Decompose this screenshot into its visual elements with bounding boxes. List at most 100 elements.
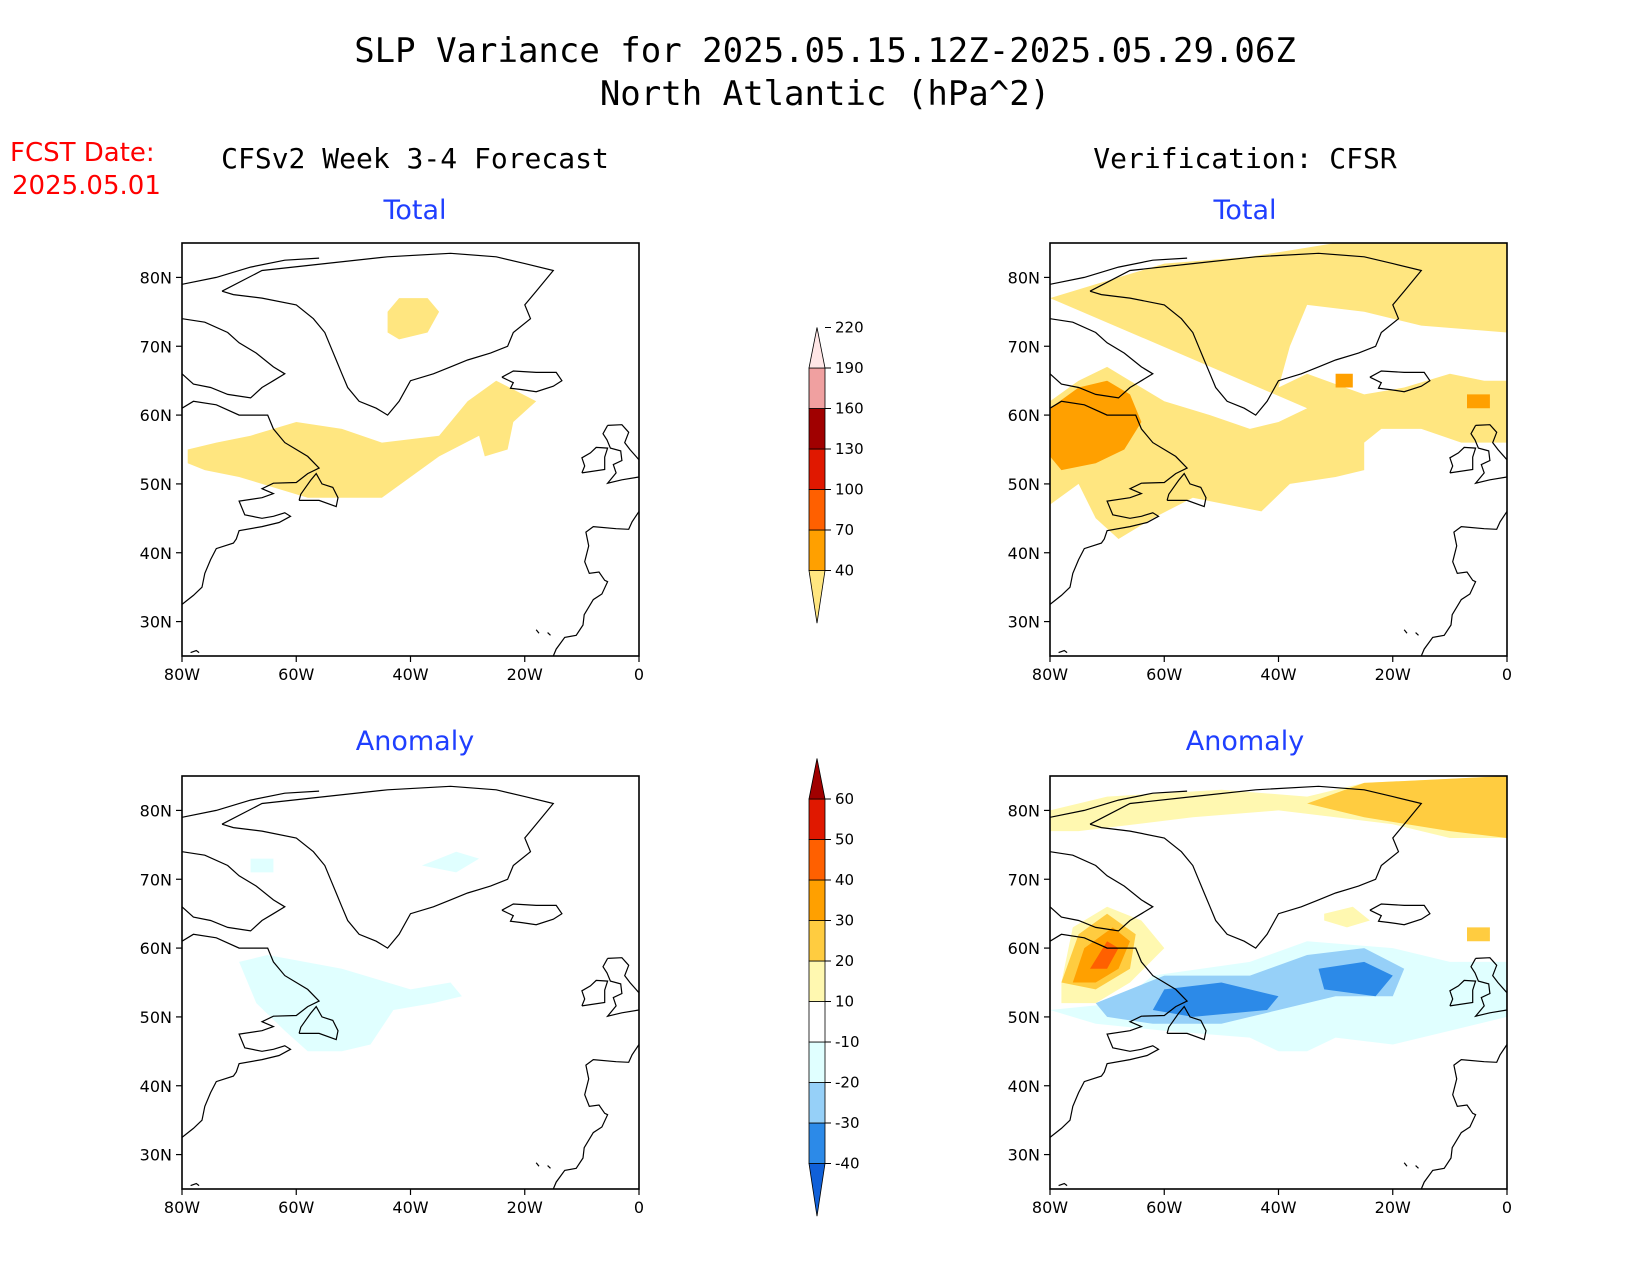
shaded-region (1335, 373, 1353, 388)
colorbar-segment (808, 879, 826, 921)
coastline (182, 851, 286, 932)
coastline (552, 1044, 639, 1189)
colorbar-segment (808, 367, 826, 409)
colorbar-anomaly: -40 -30 -20 -10 10 20 30 40 50 60 (808, 758, 860, 1217)
lat-tick-label: 70N (140, 870, 172, 889)
lat-tick-label: 80N (1008, 268, 1040, 287)
coastline (1050, 318, 1154, 399)
lat-tick-label: 60N (140, 939, 172, 958)
lat-tick-label: 70N (1008, 337, 1040, 356)
lon-tick-label: 20W (507, 665, 543, 684)
coastline (1470, 957, 1507, 1018)
coastline (1050, 400, 1189, 605)
colorbar-label: -40 (835, 1155, 860, 1173)
coastline (1420, 1044, 1507, 1189)
lon-tick-label: 60W (278, 1198, 314, 1217)
coastline (182, 318, 286, 399)
colorbar-label: 70 (835, 521, 854, 539)
coastline (298, 1005, 339, 1041)
coastline (1420, 511, 1507, 656)
coastline (1058, 1182, 1068, 1187)
lon-tick-label: 80W (164, 1198, 200, 1217)
map-panel-verification-anomaly: 80W 60W 40W 20W 0 80N 70N 60N 50N 40N 30N (1008, 775, 1512, 1217)
panel-title-fcst-anomaly: Anomaly (356, 726, 474, 757)
lon-tick-label: 40W (1260, 665, 1296, 684)
lon-tick-label: 20W (1375, 1198, 1411, 1217)
colorbar-label: 160 (835, 400, 864, 418)
coastline (1403, 1162, 1408, 1167)
colorbar-total: 40 70 100 130 160 190 220 (808, 319, 864, 624)
lon-tick-label: 60W (1146, 665, 1182, 684)
lon-tick-label: 60W (278, 665, 314, 684)
shaded-region (1050, 243, 1507, 539)
lat-tick-label: 70N (140, 337, 172, 356)
coastline (1089, 252, 1423, 416)
lon-tick-label: 40W (392, 665, 428, 684)
lat-tick-label: 60N (1008, 406, 1040, 425)
coastline (547, 1165, 551, 1169)
coastline (182, 933, 321, 1138)
coastline (182, 400, 321, 605)
coastline (298, 472, 339, 508)
lat-tick-label: 50N (140, 1008, 172, 1027)
lat-tick-label: 60N (1008, 939, 1040, 958)
coastline (547, 632, 551, 636)
shaded-region (421, 851, 480, 873)
coastline (501, 903, 563, 926)
lon-tick-label: 80W (1032, 1198, 1068, 1217)
map-layers (1050, 243, 1507, 656)
shaded-region (1467, 394, 1490, 409)
panel-title-verif-total: Total (1212, 195, 1276, 226)
coastline (190, 1182, 200, 1187)
coastline (1415, 1165, 1419, 1169)
lat-tick-label: 50N (1008, 1008, 1040, 1027)
colorbar-label: 10 (835, 993, 854, 1011)
shaded-region (1324, 906, 1370, 928)
coastline (221, 252, 555, 416)
coastline (602, 957, 639, 1018)
coastline (1050, 790, 1188, 818)
lat-tick-label: 30N (140, 613, 172, 632)
shaded-region (1318, 961, 1393, 997)
coastline (182, 257, 320, 285)
lon-tick-label: 0 (634, 665, 644, 684)
coastline (1050, 851, 1154, 932)
colorbar-segment (808, 408, 826, 450)
coastline (1369, 370, 1431, 393)
lon-tick-label: 0 (1502, 1198, 1512, 1217)
colorbar-segment (808, 1122, 826, 1164)
lon-tick-label: 40W (392, 1198, 428, 1217)
map-layers (182, 785, 639, 1189)
shaded-region (1467, 927, 1490, 942)
coastline (535, 629, 540, 634)
colorbar-segment (808, 1001, 826, 1043)
lon-tick-label: 80W (164, 665, 200, 684)
colorbar-segment (808, 1082, 826, 1124)
colorbar-label: 60 (835, 790, 854, 808)
colorbar-label: 50 (835, 831, 854, 849)
colorbar-label: 40 (835, 871, 854, 889)
colorbar-label: -30 (835, 1114, 860, 1132)
figure-subtitle: North Atlantic (hPa^2) (600, 74, 1050, 114)
colorbar-label: 20 (835, 952, 854, 970)
colorbar-end-triangle (808, 570, 826, 624)
colorbar-label: -10 (835, 1033, 860, 1051)
map-panel-verification-total: 80W 60W 40W 20W 0 80N 70N 60N 50N 40N 30N (1008, 242, 1512, 684)
forecast-date-value: 2025.05.01 (12, 171, 161, 201)
column-title-verification: Verification: CFSR (1093, 142, 1397, 175)
shaded-region (187, 380, 537, 498)
coastline (1449, 446, 1477, 474)
colorbar-end-triangle (808, 1163, 826, 1217)
coastline (581, 446, 609, 474)
coastline (1403, 629, 1408, 634)
colorbar-segment (808, 448, 826, 490)
lat-tick-label: 30N (1008, 613, 1040, 632)
coastline (1470, 424, 1507, 485)
coastline (552, 511, 639, 656)
panel-title-verif-anomaly: Anomaly (1186, 726, 1304, 757)
coastline (190, 649, 200, 654)
colorbar-segment (808, 920, 826, 962)
coastline (581, 979, 609, 1007)
colorbar-label: -20 (835, 1074, 860, 1092)
shaded-region (1152, 982, 1279, 1017)
